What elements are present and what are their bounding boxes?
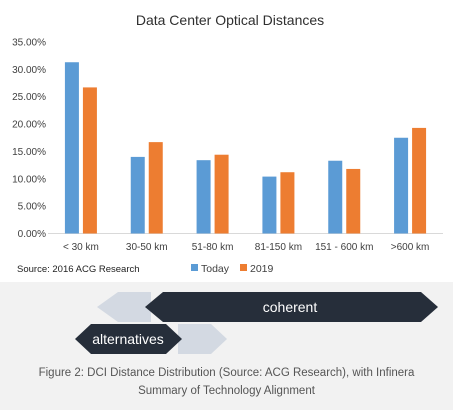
x-tick-label: 51-80 km bbox=[192, 242, 234, 253]
coherent-arrow bbox=[145, 292, 438, 322]
bar-2019 bbox=[280, 172, 295, 234]
caption-line-1: Figure 2: DCI Distance Distribution (Sou… bbox=[38, 367, 415, 379]
bar-today bbox=[328, 160, 343, 234]
y-tick-label: 10.00% bbox=[12, 174, 46, 185]
y-tick-label: 5.00% bbox=[18, 202, 46, 213]
legend-label-2019: 2019 bbox=[250, 263, 274, 275]
legend-swatch-2019 bbox=[240, 264, 247, 271]
legend-label-today: Today bbox=[201, 263, 230, 275]
y-tick-label: 0.00% bbox=[18, 229, 46, 240]
alternatives-arrow bbox=[75, 324, 182, 354]
bar-today bbox=[64, 62, 79, 234]
bar-today bbox=[196, 160, 211, 234]
x-tick-label: 30-50 km bbox=[126, 242, 168, 253]
y-tick-label: 30.00% bbox=[12, 65, 46, 76]
bar-today bbox=[262, 176, 277, 234]
figure-caption: Figure 2: DCI Distance Distribution (Sou… bbox=[0, 364, 453, 400]
y-tick-label: 15.00% bbox=[12, 147, 46, 158]
arrow-light-top bbox=[97, 292, 151, 322]
x-tick-label: 81-150 km bbox=[255, 242, 302, 253]
x-axis-ticks: < 30 km 30-50 km 51-80 km 81-150 km 151 - 60… bbox=[63, 242, 429, 253]
arrow-light-bottom bbox=[178, 324, 227, 354]
y-tick-label: 20.00% bbox=[12, 120, 46, 131]
legend-swatch-today bbox=[191, 264, 198, 271]
bar-today bbox=[394, 137, 409, 234]
x-tick-label: >600 km bbox=[391, 242, 430, 253]
bar-2019 bbox=[148, 142, 163, 234]
legend: Today 2019 bbox=[191, 263, 274, 275]
y-axis-ticks: 0.00% 5.00% 10.00% 15.00% 20.00% 25.00% 30.00%… bbox=[12, 38, 46, 241]
y-tick-label: 25.00% bbox=[12, 92, 46, 103]
chart-svg: Data Center Optical Distances 0.00% 5.00%… bbox=[12, 12, 443, 354]
bar-today bbox=[130, 156, 145, 234]
bar-2019 bbox=[346, 168, 361, 234]
alternatives-label: alternatives bbox=[92, 331, 164, 347]
coherent-label: coherent bbox=[263, 299, 318, 315]
caption-line-2: Summary of Technology Alignment bbox=[138, 385, 315, 397]
bar-2019 bbox=[412, 127, 427, 234]
y-tick-label: 35.00% bbox=[12, 38, 46, 49]
chart-title: Data Center Optical Distances bbox=[136, 12, 324, 28]
x-tick-label: < 30 km bbox=[63, 242, 99, 253]
bar-2019 bbox=[82, 87, 97, 234]
bars bbox=[64, 62, 427, 234]
bar-2019 bbox=[214, 154, 229, 234]
source-note: Source: 2016 ACG Research bbox=[17, 264, 140, 275]
x-tick-label: 151 - 600 km bbox=[315, 242, 373, 253]
